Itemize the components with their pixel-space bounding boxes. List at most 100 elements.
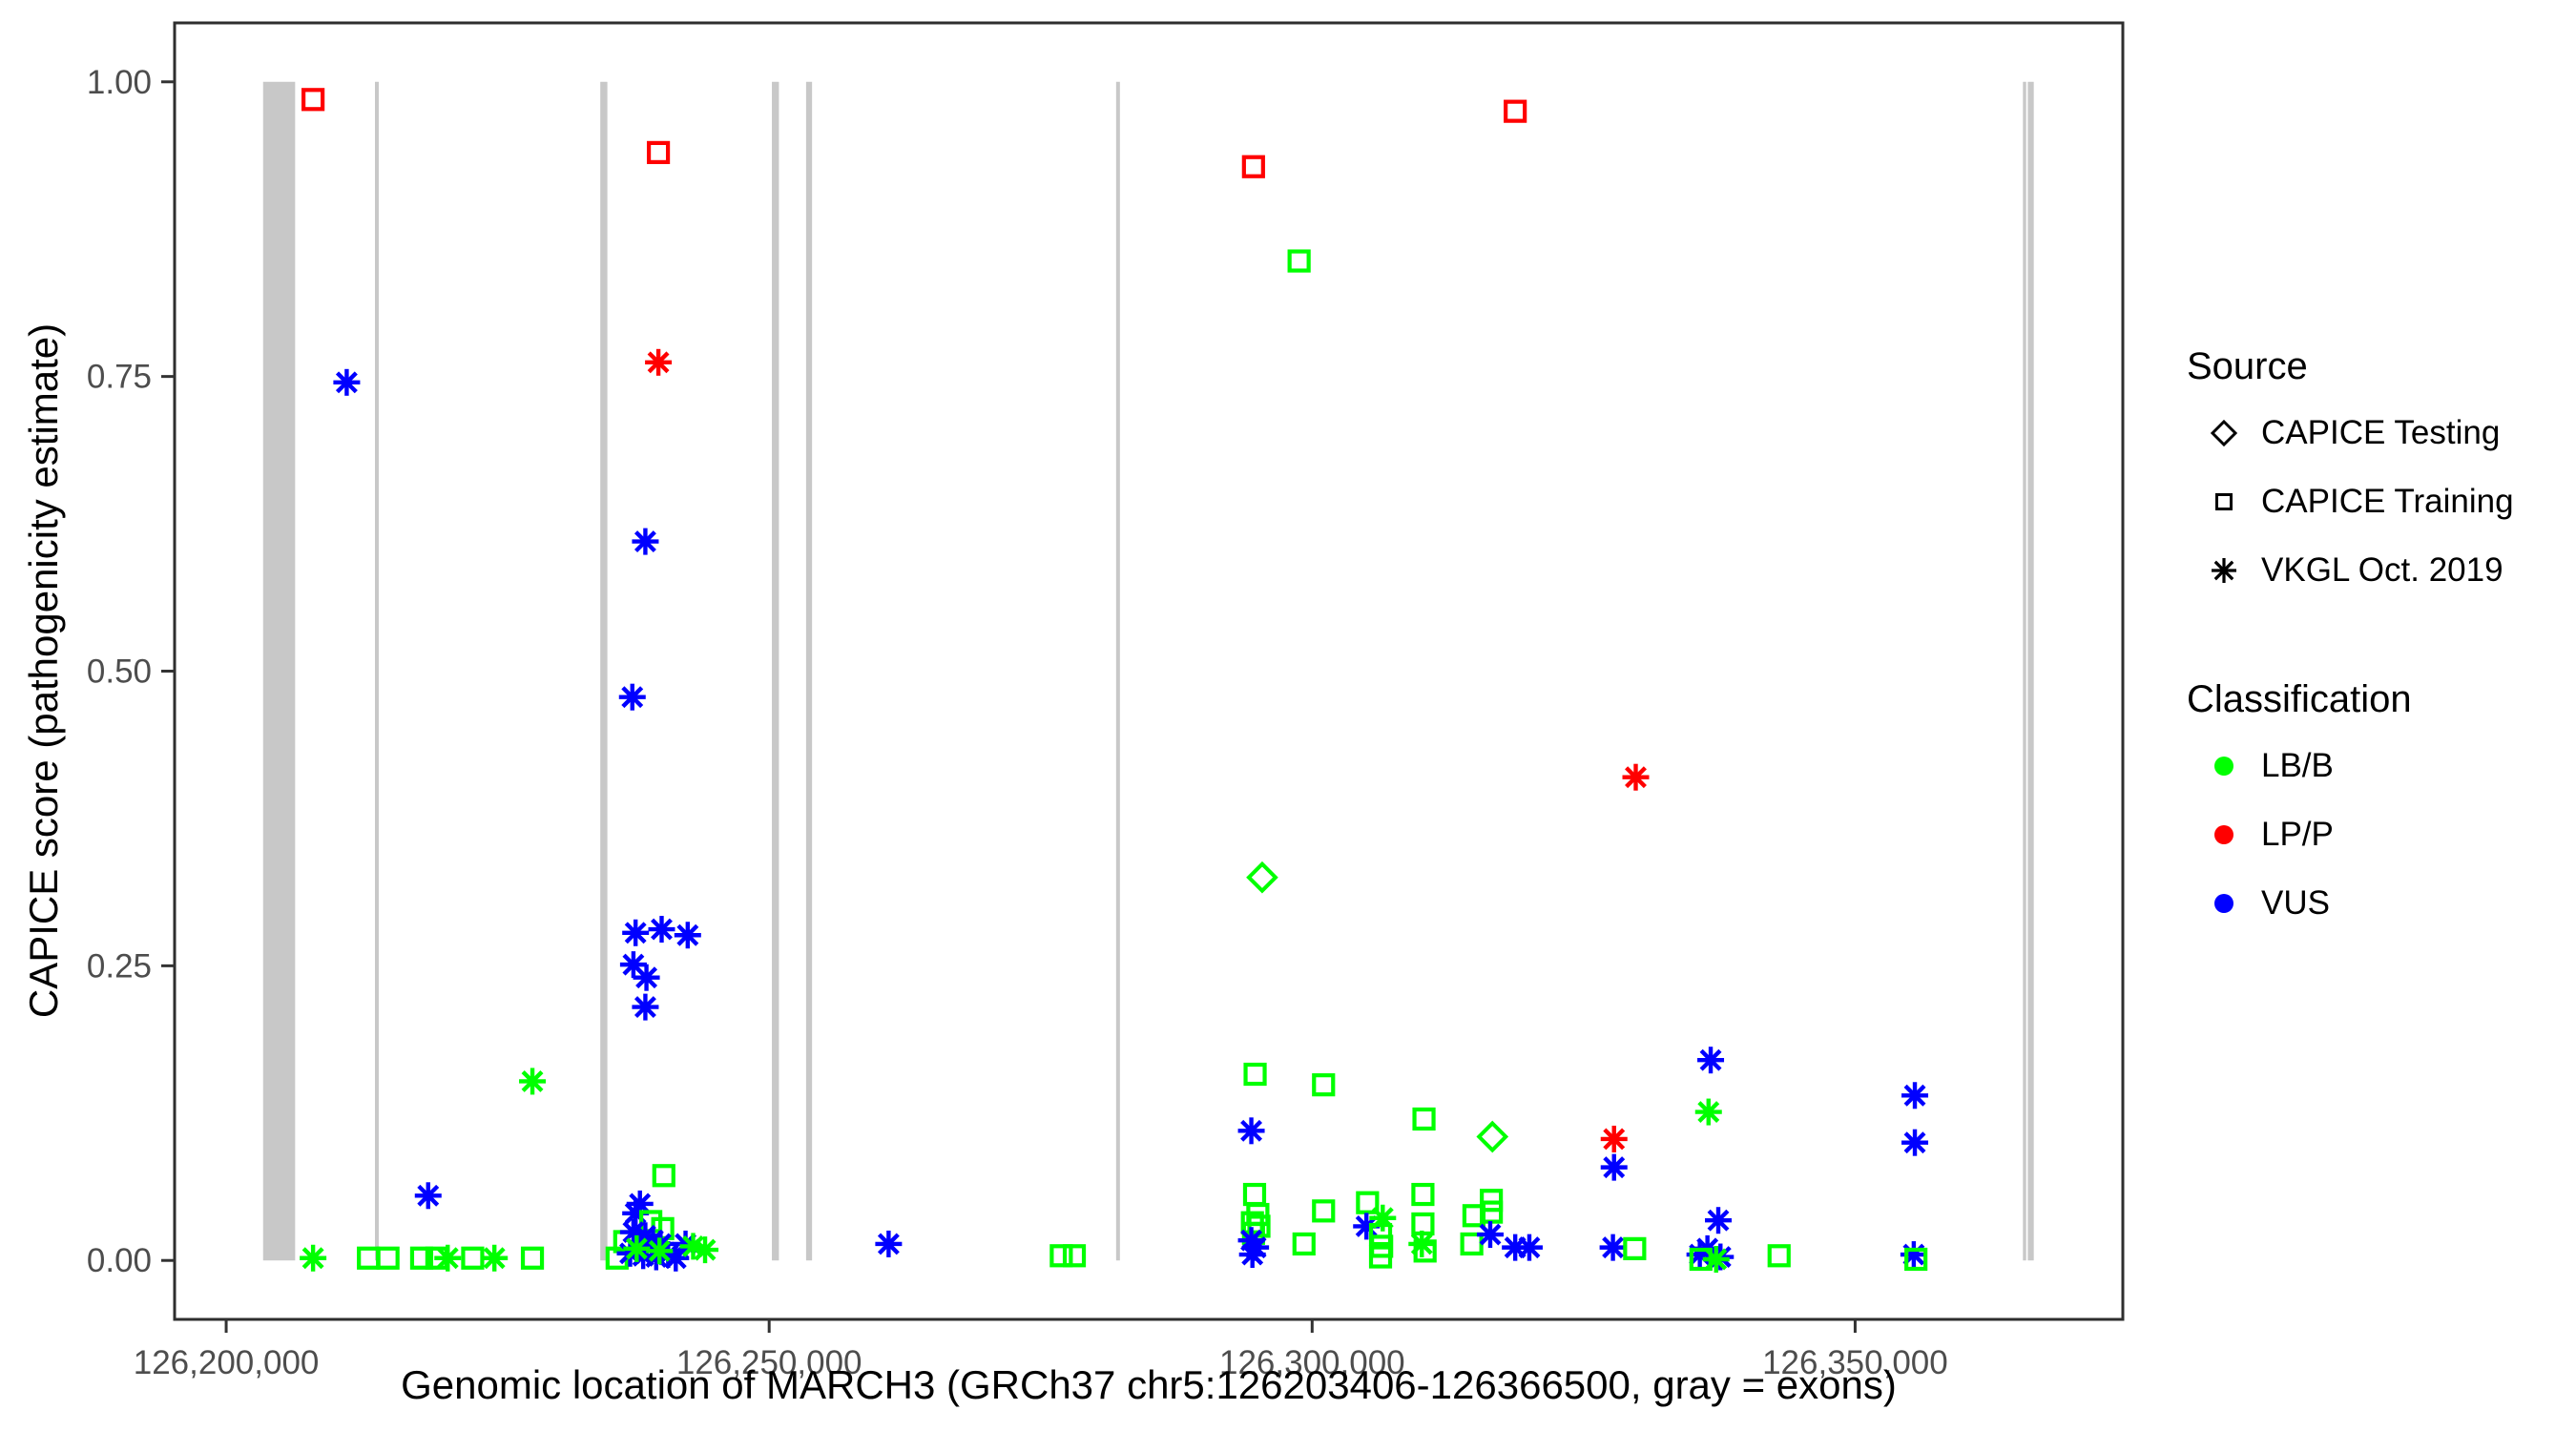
y-tick-label: 0.50 bbox=[87, 653, 152, 691]
data-point-square bbox=[1411, 1182, 1435, 1207]
legend-source-item-capice-training: CAPICE Training bbox=[2187, 480, 2568, 524]
legend-classification-item-lp-p: LP/P bbox=[2187, 813, 2568, 857]
data-point-asterisk bbox=[300, 1244, 327, 1272]
data-point-asterisk bbox=[1622, 763, 1650, 791]
data-point-asterisk bbox=[632, 528, 659, 555]
data-point-asterisk bbox=[1901, 1082, 1929, 1110]
data-point-square bbox=[1243, 1062, 1267, 1087]
data-point-asterisk bbox=[692, 1236, 719, 1264]
data-point-square bbox=[1062, 1244, 1087, 1268]
data-point-asterisk bbox=[1237, 1117, 1265, 1145]
y-axis-title: CAPICE score (pathogenicity estimate) bbox=[21, 322, 66, 1019]
data-point-asterisk bbox=[645, 348, 673, 376]
data-point-square bbox=[1287, 249, 1311, 273]
data-point-square bbox=[1356, 1191, 1380, 1214]
exon-bar bbox=[805, 81, 813, 1261]
data-point-square bbox=[461, 1246, 485, 1270]
data-point-asterisk bbox=[648, 916, 675, 944]
data-point-square bbox=[301, 88, 325, 112]
data-point-asterisk bbox=[1515, 1234, 1543, 1261]
y-tick-label: 0.25 bbox=[87, 947, 152, 985]
x-tick-label: 126,200,000 bbox=[134, 1344, 320, 1381]
x-tick-label: 126,350,000 bbox=[1762, 1344, 1948, 1381]
legend-classification-item-lb-b: LB/B bbox=[2187, 744, 2568, 788]
dot-icon bbox=[2214, 825, 2233, 844]
data-point-asterisk bbox=[632, 993, 659, 1021]
y-tick-label: 1.00 bbox=[87, 64, 152, 101]
legend-gap bbox=[2187, 617, 2568, 678]
x-axis-title: Genomic location of MARCH3 (GRCh37 chr5:… bbox=[401, 1362, 1897, 1407]
data-point-square bbox=[1413, 1239, 1437, 1263]
data-point-square bbox=[1623, 1236, 1647, 1260]
data-point-square bbox=[1904, 1247, 1928, 1272]
legend-source-item-label: CAPICE Testing bbox=[2261, 414, 2501, 451]
exon-bar bbox=[375, 81, 379, 1261]
data-point-square bbox=[1242, 1182, 1267, 1207]
data-point-asterisk bbox=[1694, 1098, 1722, 1126]
x-tick-label: 126,300,000 bbox=[1219, 1344, 1405, 1381]
data-point-asterisk bbox=[1697, 1047, 1725, 1074]
square-icon bbox=[2215, 493, 2233, 510]
dot-icon bbox=[2214, 757, 2233, 776]
data-point-asterisk bbox=[623, 1234, 651, 1262]
data-point-square bbox=[1368, 1245, 1393, 1269]
data-point-asterisk bbox=[1705, 1207, 1733, 1234]
data-point-asterisk bbox=[1600, 1153, 1628, 1181]
legend-classification-items: LB/B LP/P VUS bbox=[2187, 744, 2568, 925]
data-point-square bbox=[1368, 1222, 1393, 1247]
data-point-diamond bbox=[1246, 861, 1278, 894]
data-point-asterisk bbox=[1702, 1245, 1730, 1273]
legend-source-items: CAPICE Testing CAPICE Training VKGL Oct. 2… bbox=[2187, 411, 2568, 592]
legend: Source CAPICE Testing CAPICE Training VKGL… bbox=[2187, 345, 2568, 950]
data-point-square bbox=[409, 1246, 434, 1270]
data-point-square bbox=[1241, 155, 1265, 178]
data-point-square bbox=[652, 1164, 675, 1188]
legend-source-item-vkgl-oct-2019: VKGL Oct. 2019 bbox=[2187, 549, 2568, 592]
data-point-asterisk bbox=[622, 919, 650, 946]
data-point-asterisk bbox=[1599, 1234, 1627, 1261]
panel-border bbox=[173, 21, 2125, 1321]
data-point-asterisk bbox=[519, 1068, 547, 1095]
exon-bar bbox=[600, 81, 608, 1261]
y-tick-label: 0.75 bbox=[87, 359, 152, 396]
exon-bar bbox=[772, 81, 779, 1261]
data-point-asterisk bbox=[434, 1244, 462, 1272]
data-point-square bbox=[520, 1246, 545, 1270]
data-point-asterisk bbox=[481, 1244, 509, 1272]
data-point-asterisk bbox=[1408, 1230, 1436, 1257]
data-point-asterisk bbox=[674, 922, 701, 949]
data-point-square bbox=[646, 140, 671, 164]
data-point-square bbox=[1460, 1232, 1484, 1256]
legend-classification-title: Classification bbox=[2187, 678, 2412, 720]
data-point-asterisk bbox=[333, 368, 361, 396]
data-point-asterisk bbox=[633, 964, 660, 991]
data-point-asterisk bbox=[1901, 1129, 1929, 1156]
data-point-square bbox=[1504, 99, 1527, 123]
exon-bar bbox=[1115, 81, 1120, 1261]
y-tick-label: 0.00 bbox=[87, 1242, 152, 1279]
data-point-square bbox=[1411, 1212, 1435, 1236]
diamond-icon bbox=[2210, 419, 2238, 447]
data-point-square bbox=[1049, 1244, 1073, 1268]
legend-source-item-label: CAPICE Training bbox=[2261, 483, 2514, 520]
legend-source-item-label: VKGL Oct. 2019 bbox=[2261, 551, 2503, 589]
data-point-asterisk bbox=[618, 683, 646, 711]
data-point-diamond bbox=[1476, 1120, 1509, 1153]
legend-classification-item-vus: VUS bbox=[2187, 881, 2568, 925]
data-point-asterisk bbox=[1238, 1241, 1266, 1269]
legend-classification-item-label: LB/B bbox=[2261, 747, 2334, 784]
data-point-square bbox=[1312, 1073, 1336, 1097]
data-point-square bbox=[1247, 1214, 1271, 1238]
data-point-square bbox=[1312, 1199, 1336, 1223]
data-point-asterisk bbox=[1600, 1125, 1628, 1152]
data-point-square bbox=[1412, 1107, 1436, 1131]
data-point-asterisk bbox=[414, 1182, 442, 1210]
legend-classification-item-label: LP/P bbox=[2261, 816, 2334, 853]
exon-bar bbox=[2027, 81, 2034, 1261]
asterisk-icon bbox=[2212, 558, 2236, 583]
exon-bar bbox=[2023, 81, 2026, 1261]
data-point-square bbox=[376, 1246, 400, 1270]
legend-source-title: Source bbox=[2187, 345, 2308, 387]
